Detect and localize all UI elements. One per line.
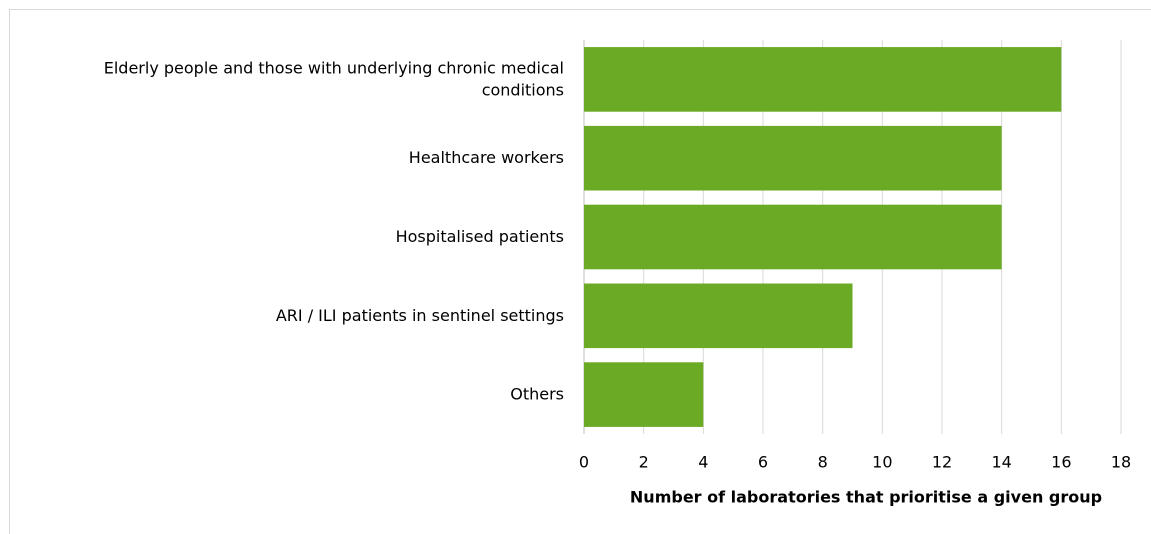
bar — [584, 47, 1062, 112]
x-tick-label: 18 — [1111, 453, 1131, 472]
x-axis-label: Number of laboratories that prioritise a… — [630, 488, 1102, 507]
x-tick-label: 0 — [579, 453, 589, 472]
x-tick-label: 10 — [872, 453, 892, 472]
x-tick-label: 14 — [991, 453, 1011, 472]
x-tick-label: 2 — [639, 453, 649, 472]
y-tick-label: Healthcare workers — [409, 148, 564, 167]
x-tick-label: 4 — [698, 453, 708, 472]
y-tick-label: Elderly people and those with underlying… — [104, 58, 564, 99]
x-tick-label: 16 — [1051, 453, 1071, 472]
bar — [584, 125, 1002, 191]
y-tick-label: Hospitalised patients — [396, 227, 564, 246]
x-tick-label: 12 — [932, 453, 952, 472]
x-tick-label: 8 — [818, 453, 828, 472]
x-tick-label: 6 — [758, 453, 768, 472]
chart-frame — [9, 9, 1151, 534]
bar — [584, 204, 1002, 270]
y-tick-label: ARI / ILI patients in sentinel settings — [276, 305, 564, 324]
bar — [584, 283, 853, 349]
y-tick-label: Others — [510, 384, 564, 403]
bar — [584, 362, 704, 427]
